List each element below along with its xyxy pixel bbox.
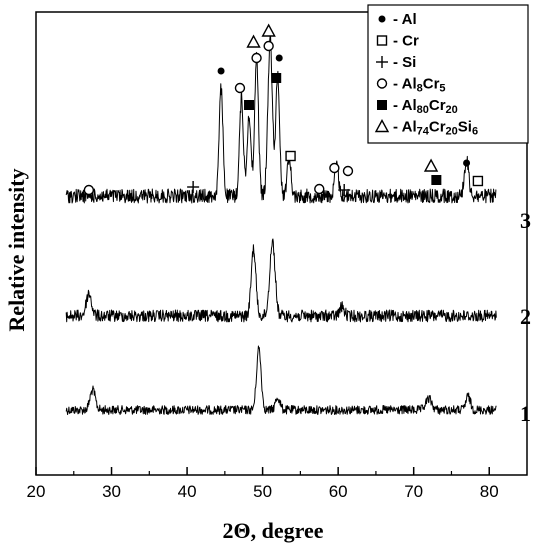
legend-filled-circle-icon — [378, 15, 386, 23]
legend-open-square-icon — [376, 35, 388, 46]
xrd-curve-3 — [65, 34, 497, 204]
phase-marker-filled-square-icon — [244, 100, 255, 110]
legend-plus-icon — [376, 56, 388, 68]
legend-open-triangle-icon — [374, 119, 390, 133]
phase-marker-filled-square-icon — [271, 73, 282, 83]
phase-marker-open-square-icon — [472, 175, 484, 187]
phase-marker-filled-square-icon — [431, 175, 442, 185]
phase-marker-plus-icon — [338, 184, 351, 196]
phase-marker-filled-circle-icon — [217, 67, 225, 75]
curve-label-1: 1 — [520, 401, 531, 426]
plot-frame — [35, 11, 528, 476]
axes: 20 30 40 50 60 70 80 — [27, 11, 528, 501]
phase-marker-open-square-icon — [285, 150, 296, 162]
x-tick-label-80: 80 — [480, 482, 499, 501]
x-tick-label-50: 50 — [253, 482, 272, 501]
phase-marker-open-triangle-icon — [423, 158, 439, 172]
phase-marker-open-circle-icon — [342, 165, 354, 177]
phase-marker-plus-icon — [187, 181, 200, 193]
x-tick-label-30: 30 — [102, 482, 121, 501]
phase-markers — [83, 23, 484, 196]
phase-marker-filled-circle-icon — [463, 159, 471, 167]
phase-marker-open-triangle-icon — [261, 23, 276, 37]
x-tick-label-40: 40 — [178, 482, 197, 501]
phase-marker-open-circle-icon — [314, 183, 325, 195]
curve-label-2: 2 — [520, 304, 531, 329]
x-tick-label-70: 70 — [404, 482, 423, 501]
x-axis-title: 2Θ, degree — [222, 518, 323, 543]
phase-marker-filled-circle-icon — [275, 54, 283, 62]
legend-label-5: - Al74Cr20Si6 — [393, 119, 478, 138]
xrd-curve-1 — [65, 345, 497, 415]
phase-marker-open-circle-icon — [251, 52, 262, 64]
legend-label-1: - Cr — [393, 33, 419, 50]
traces: 1 2 3 — [65, 34, 531, 426]
phase-marker-open-circle-icon — [83, 184, 95, 196]
legend-open-circle-icon — [376, 78, 388, 89]
legend-filled-square-icon — [377, 100, 387, 110]
xrd-curve-2 — [65, 238, 497, 323]
curve-label-3: 3 — [520, 208, 531, 233]
legend-label-4: - Al80Cr20 — [393, 97, 458, 116]
phase-marker-open-circle-icon — [329, 162, 340, 174]
phase-marker-open-triangle-icon — [246, 34, 261, 48]
legend-box — [367, 4, 529, 144]
legend-label-2: - Si — [393, 54, 416, 71]
x-tick-label-60: 60 — [329, 482, 348, 501]
legend-label-3: - Al8Cr5 — [393, 76, 446, 95]
phase-marker-open-circle-icon — [234, 82, 246, 94]
y-axis-title: Relative intensity — [4, 168, 29, 331]
legend-label-0: - Al — [393, 11, 417, 28]
phase-marker-open-circle-icon — [263, 40, 274, 52]
legend: - Al - Cr - Si - Al8Cr5 - Al80Cr20 - Al74Cr20… — [367, 4, 529, 144]
x-tick-label-20: 20 — [27, 482, 46, 501]
